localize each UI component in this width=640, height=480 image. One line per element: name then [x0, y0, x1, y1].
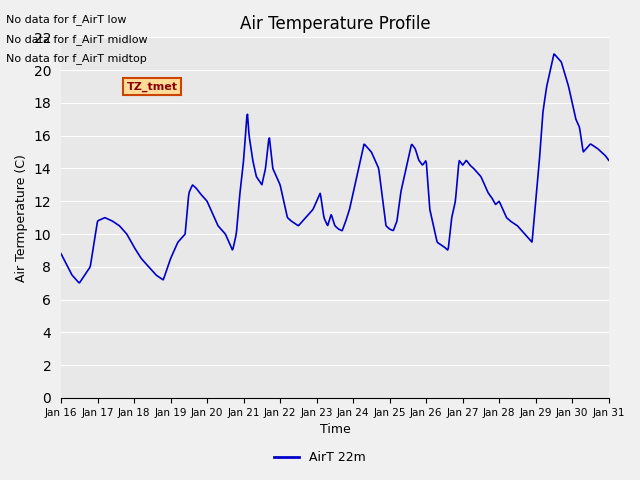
Legend: AirT 22m: AirT 22m	[269, 446, 371, 469]
Y-axis label: Air Termperature (C): Air Termperature (C)	[15, 154, 28, 282]
Text: No data for f_AirT midtop: No data for f_AirT midtop	[6, 53, 147, 64]
Text: TZ_tmet: TZ_tmet	[127, 82, 178, 92]
Title: Air Temperature Profile: Air Temperature Profile	[239, 15, 430, 33]
X-axis label: Time: Time	[319, 423, 350, 436]
Text: No data for f_AirT low: No data for f_AirT low	[6, 14, 127, 25]
Text: No data for f_AirT midlow: No data for f_AirT midlow	[6, 34, 148, 45]
